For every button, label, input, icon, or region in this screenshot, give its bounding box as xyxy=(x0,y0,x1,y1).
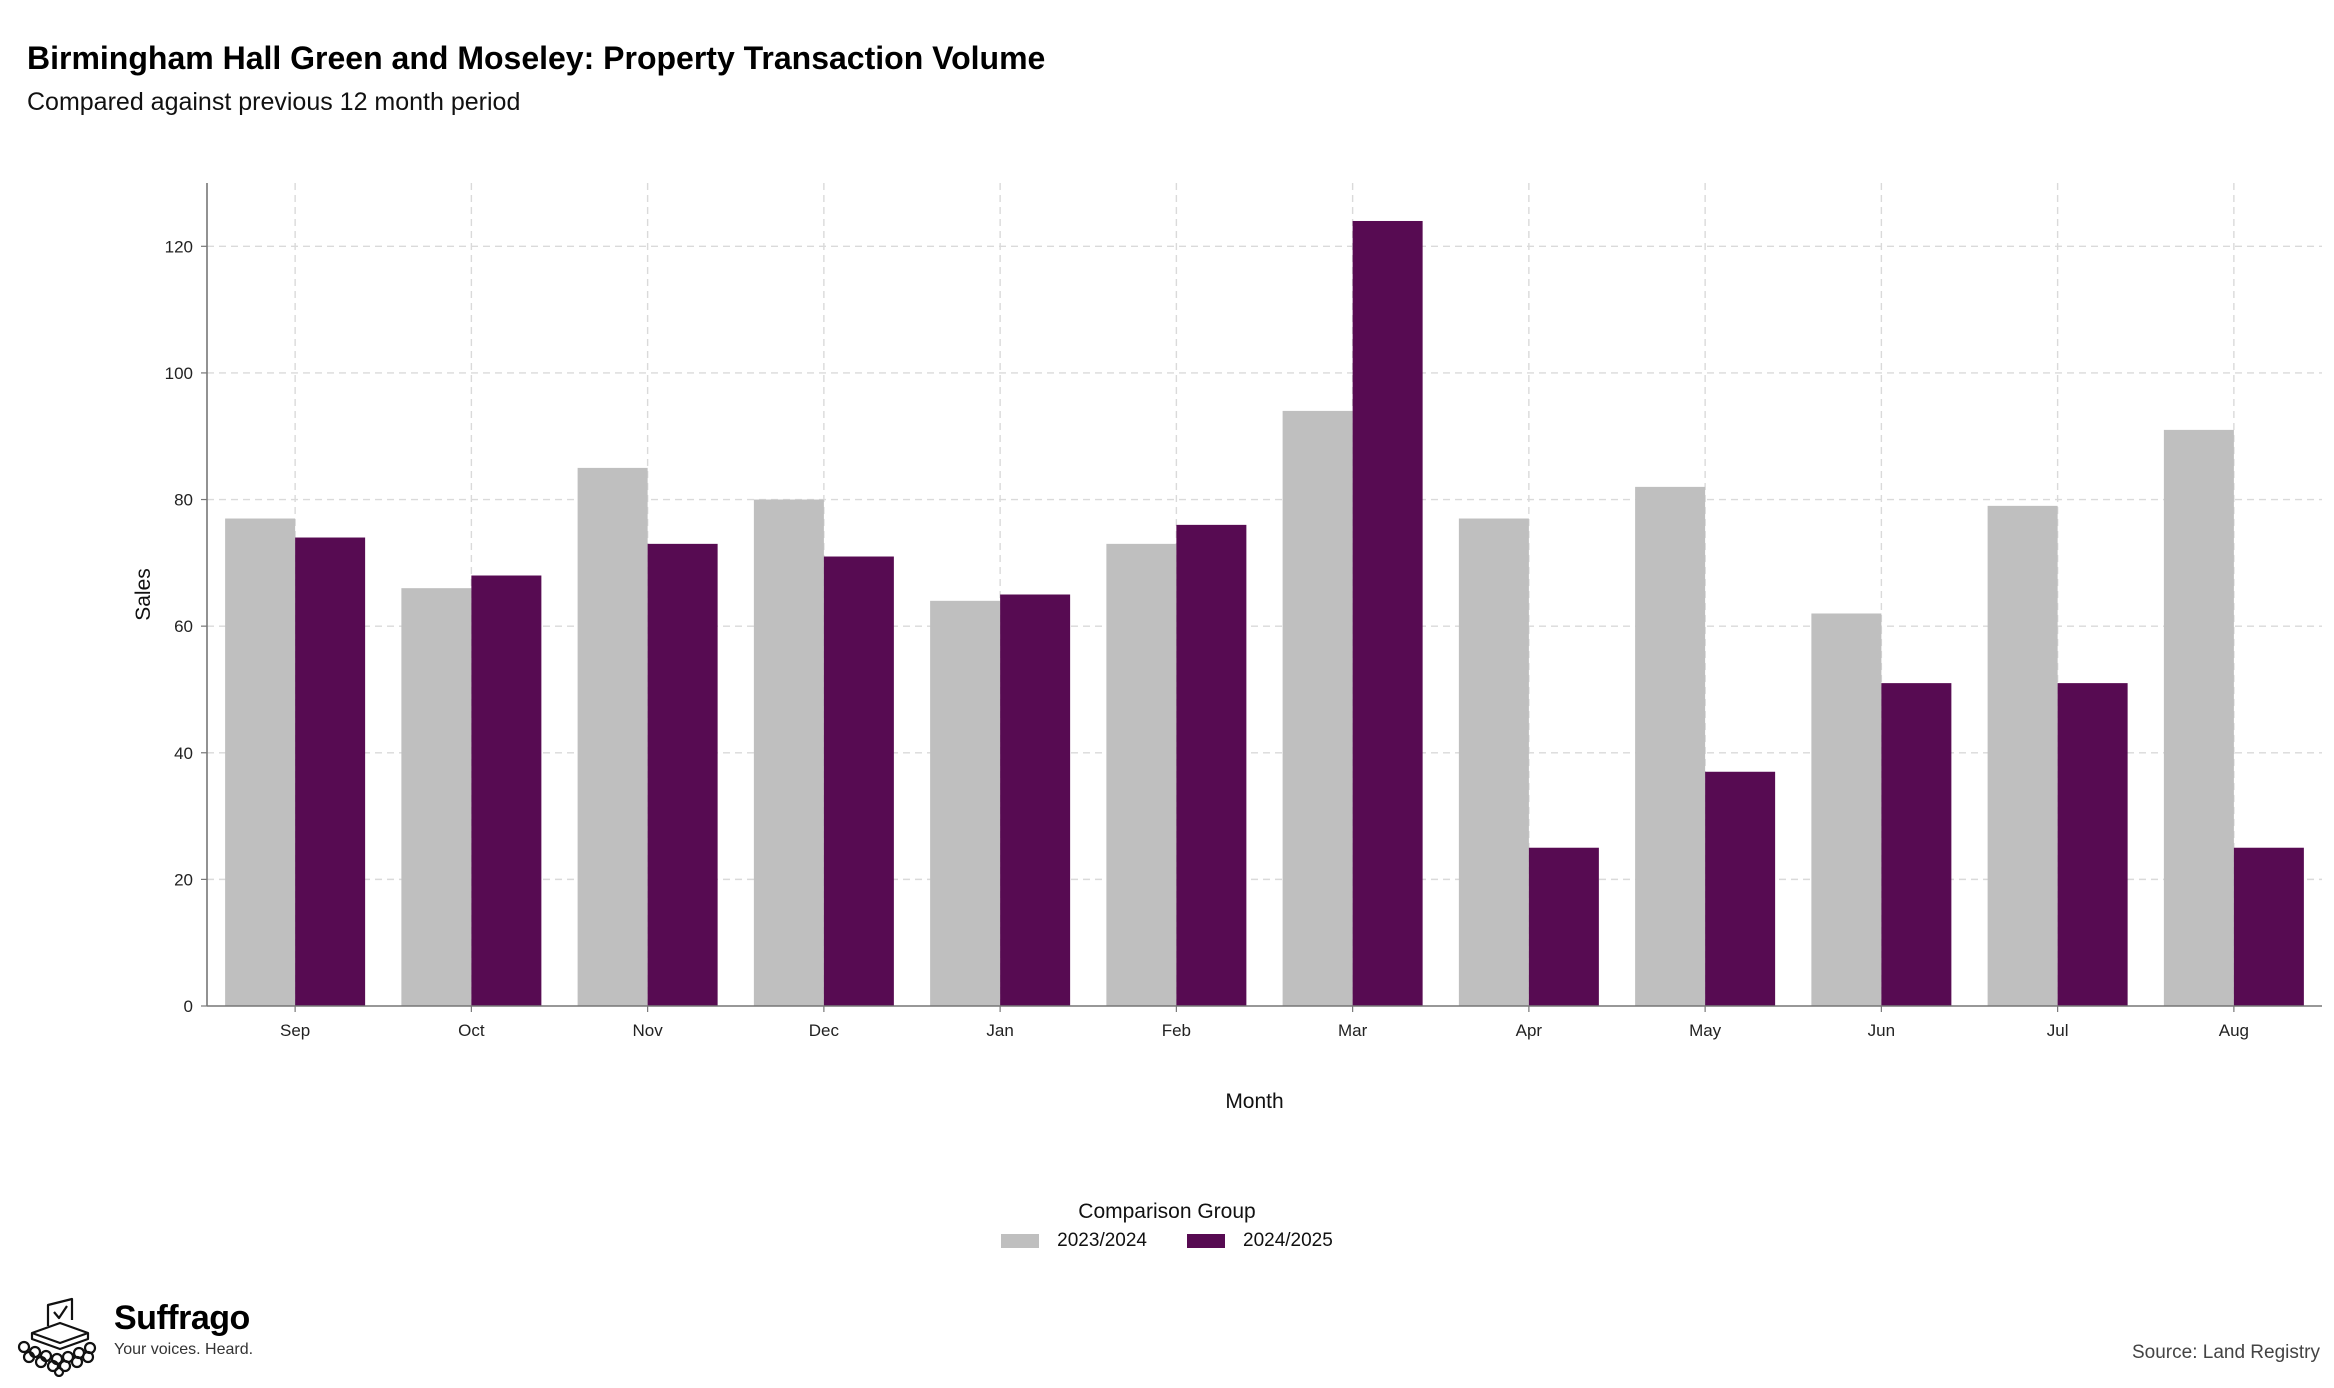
bar-2023-2024-jun xyxy=(1811,613,1882,1006)
legend-items: 2023/2024 2024/2025 xyxy=(1001,1230,1333,1252)
suffrago-logo: Suffrago Your voices. Heard. xyxy=(14,1295,253,1377)
y-tick-label: 40 xyxy=(174,744,193,763)
x-axis-title: Month xyxy=(1225,1090,1283,1113)
legend-item-2024-2025: 2024/2025 xyxy=(1187,1230,1333,1252)
bar-2023-2024-aug xyxy=(2163,429,2234,1006)
y-tick-label: 20 xyxy=(174,870,193,889)
x-tick-label: Jun xyxy=(1868,1021,1895,1040)
bar-2024-2025-feb xyxy=(1176,524,1247,1006)
bar-2023-2024-jul xyxy=(1987,505,2058,1006)
y-tick-label: 80 xyxy=(174,491,193,510)
bar-2023-2024-nov xyxy=(577,467,648,1006)
bar-2023-2024-jan xyxy=(930,600,1001,1006)
bar-2023-2024-oct xyxy=(401,588,472,1006)
x-tick-label: Apr xyxy=(1516,1021,1543,1040)
bar-chart: 0 20 40 60 80 100 120 Sep Oct Nov Dec Jan Feb Mar Apr M… xyxy=(132,183,2322,1113)
x-tick-label: Aug xyxy=(2219,1021,2249,1040)
legend: Comparison Group 2023/2024 2024/2025 xyxy=(0,1200,2334,1253)
x-tick-label: Jan xyxy=(986,1021,1013,1040)
bar-2024-2025-jan xyxy=(1000,594,1071,1006)
bar-2024-2025-jun xyxy=(1881,683,1952,1006)
x-tick-label: Nov xyxy=(633,1021,664,1040)
bar-2023-2024-apr xyxy=(1458,518,1529,1006)
bar-2023-2024-feb xyxy=(1106,543,1177,1006)
bars xyxy=(225,220,2304,1006)
bar-2024-2025-may xyxy=(1705,771,1776,1006)
bar-2023-2024-dec xyxy=(753,499,824,1006)
x-tick-label: Jul xyxy=(2047,1021,2069,1040)
legend-swatch-2024-2025 xyxy=(1187,1234,1225,1248)
chart-subtitle: Compared against previous 12 month perio… xyxy=(27,88,521,116)
bar-2023-2024-may xyxy=(1635,486,1706,1006)
tick-labels: 0 20 40 60 80 100 120 Sep Oct Nov Dec Jan Feb Mar Apr M… xyxy=(165,237,2249,1040)
bar-2024-2025-apr xyxy=(1528,847,1599,1006)
bar-2024-2025-dec xyxy=(823,556,894,1006)
y-tick-label: 0 xyxy=(184,997,193,1016)
brand-tagline: Your voices. Heard. xyxy=(114,1341,254,1358)
bar-2024-2025-aug xyxy=(2233,847,2304,1006)
bar-2024-2025-oct xyxy=(471,575,542,1006)
y-tick-label: 100 xyxy=(165,364,193,383)
x-tick-label: Dec xyxy=(809,1021,840,1040)
bar-2024-2025-jul xyxy=(2057,683,2128,1006)
legend-title: Comparison Group xyxy=(1078,1200,1256,1223)
axes xyxy=(201,183,2322,1012)
y-tick-label: 60 xyxy=(174,617,193,636)
bar-2023-2024-sep xyxy=(225,518,296,1006)
legend-item-2023-2024: 2023/2024 xyxy=(1001,1230,1147,1252)
x-tick-label: Oct xyxy=(458,1021,485,1040)
bar-2024-2025-nov xyxy=(647,543,718,1006)
bar-2024-2025-mar xyxy=(1352,220,1423,1006)
source-note: Source: Land Registry xyxy=(2132,1342,2320,1363)
legend-swatch-2023-2024 xyxy=(1001,1234,1040,1248)
x-tick-label: Mar xyxy=(1338,1021,1368,1040)
x-tick-label: Feb xyxy=(1162,1021,1191,1040)
x-tick-label: May xyxy=(1689,1021,1722,1040)
bar-2023-2024-mar xyxy=(1282,410,1353,1006)
brand-name: Suffrago xyxy=(114,1299,250,1337)
chart-title: Birmingham Hall Green and Moseley: Prope… xyxy=(27,40,1046,76)
y-tick-label: 120 xyxy=(165,237,193,256)
x-tick-label: Sep xyxy=(280,1021,310,1040)
bar-2024-2025-sep xyxy=(295,537,366,1006)
y-axis-title: Sales xyxy=(132,568,155,621)
legend-label-2024-2025: 2024/2025 xyxy=(1243,1230,1333,1251)
ballot-box-icon xyxy=(17,1297,97,1377)
legend-label-2023-2024: 2023/2024 xyxy=(1057,1230,1147,1251)
